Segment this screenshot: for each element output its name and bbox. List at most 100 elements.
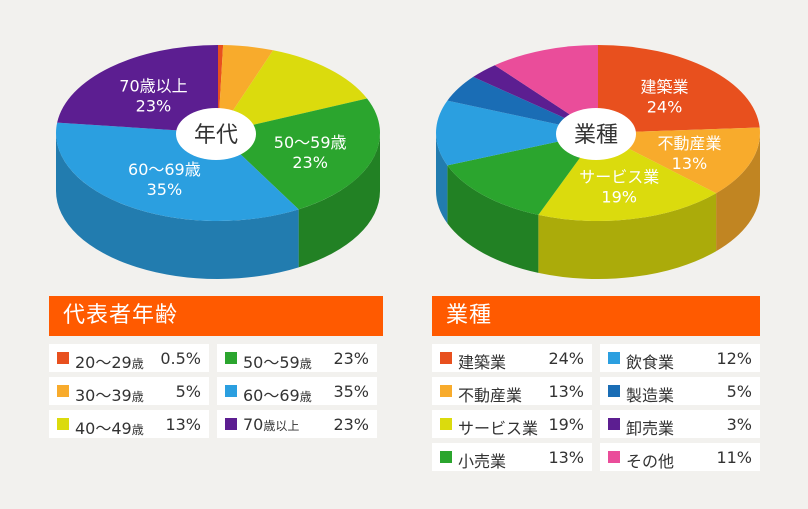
legend-label-suffix: 歳 xyxy=(299,357,312,371)
legend-item-1-5: 製造業 5% xyxy=(600,377,760,405)
legend-swatch xyxy=(57,352,69,364)
legend-label: 建築業 xyxy=(458,353,507,372)
legend-value: 12% xyxy=(716,349,752,368)
pie-sides xyxy=(56,133,380,280)
age-legend-title: 代表者年齢 xyxy=(49,296,383,336)
pie-pct-0-5: 23% xyxy=(136,97,172,116)
legend-value: 5% xyxy=(175,382,201,401)
pie-slice-0-5 xyxy=(57,45,218,133)
pie-side-1-2 xyxy=(538,193,717,279)
pie-label-1-2: サービス業 xyxy=(579,168,659,187)
legend-item-0-4: 60〜69歳 35% xyxy=(217,377,377,405)
age-legend: 20〜29歳 0.5% 50〜59歳 23% 30〜39歳 5% 60〜69歳 35% 40〜4… xyxy=(49,344,377,438)
legend-label: 70歳以上 xyxy=(243,415,300,434)
pie-pct-0-3: 23% xyxy=(292,153,328,172)
pie-center-label: 業種 xyxy=(574,123,618,148)
pie-slice-1-1 xyxy=(598,127,761,194)
pie-center-ellipse xyxy=(556,108,636,160)
legend-item-1-2: サービス業 19% xyxy=(432,410,592,438)
legend-value: 13% xyxy=(165,415,201,434)
pie-side-1-3 xyxy=(447,165,539,273)
legend-label: サービス業 xyxy=(458,419,539,438)
legend-swatch xyxy=(440,451,452,463)
legend-value: 13% xyxy=(548,382,584,401)
pie-slice-1-6 xyxy=(473,65,598,133)
legend-label-suffix: 歳以上 xyxy=(263,419,300,433)
legend-label-suffix: 歳 xyxy=(131,357,144,371)
legend-swatch xyxy=(608,451,620,463)
legend-label-suffix: 歳 xyxy=(299,390,312,404)
pie-slice-0-2 xyxy=(218,50,368,134)
legend-value: 35% xyxy=(333,382,369,401)
legend-label: 小売業 xyxy=(458,452,507,471)
legend-label: 30〜39歳 xyxy=(75,386,144,405)
pie-slice-0-4 xyxy=(56,122,299,222)
legend-swatch xyxy=(57,418,69,430)
legend-value: 0.5% xyxy=(160,349,201,368)
legend-label: 飲食業 xyxy=(626,353,675,372)
legend-swatch xyxy=(608,385,620,397)
legend-item-1-3: 小売業 13% xyxy=(432,443,592,471)
legend-value: 13% xyxy=(548,448,584,467)
legend-swatch xyxy=(225,385,237,397)
pie-side-1-1 xyxy=(716,133,760,252)
legend-swatch xyxy=(225,352,237,364)
pie-label-0-3: 50〜59歳 xyxy=(274,133,347,152)
pie-slice-1-7 xyxy=(494,45,598,133)
legend-item-1-6: 卸売業 3% xyxy=(600,410,760,438)
pie-slice-1-5 xyxy=(447,76,598,133)
pie-sides xyxy=(436,133,760,279)
pie-label-0-5: 70歳以上 xyxy=(119,77,187,96)
legend-item-0-2: 40〜49歳 13% xyxy=(49,410,209,438)
legend-item-0-5: 70歳以上 23% xyxy=(217,410,377,438)
legend-item-1-4: 飲食業 12% xyxy=(600,344,760,372)
legend-swatch xyxy=(440,418,452,430)
pie-side-1-4 xyxy=(436,133,448,224)
legend-swatch xyxy=(608,418,620,430)
pie-label-1-1: 不動産業 xyxy=(657,134,721,153)
legend-label: 卸売業 xyxy=(626,419,675,438)
legend-label: その他 xyxy=(626,452,675,471)
legend-value: 3% xyxy=(726,415,752,434)
pie-label-0-4: 60〜69歳 xyxy=(128,160,201,179)
legend-item-0-3: 50〜59歳 23% xyxy=(217,344,377,372)
legend-label-suffix: 歳 xyxy=(131,390,144,404)
pie-center-label: 年代 xyxy=(194,123,238,148)
legend-swatch xyxy=(440,385,452,397)
legend-item-0-0: 20〜29歳 0.5% xyxy=(49,344,209,372)
legend-label-suffix: 歳 xyxy=(131,423,144,437)
legend-item-0-1: 30〜39歳 5% xyxy=(49,377,209,405)
pie-slice-1-4 xyxy=(436,100,598,166)
legend-value: 23% xyxy=(333,349,369,368)
pie-center-ellipse xyxy=(176,108,256,160)
legend-swatch xyxy=(225,418,237,430)
legend-label: 40〜49歳 xyxy=(75,419,144,438)
industry-legend: 建築業 24% 飲食業 12% 不動産業 13% 製造業 5% サービス業 19% 卸売業 3% 小売業… xyxy=(432,344,760,471)
pie-pct-1-2: 19% xyxy=(601,188,637,207)
industry-legend-title: 業種 xyxy=(432,296,760,336)
pie-pct-0-4: 35% xyxy=(147,180,183,199)
legend-label: 20〜29歳 xyxy=(75,353,144,372)
pie-slice-1-3 xyxy=(447,133,598,215)
legend-value: 19% xyxy=(548,415,584,434)
legend-value: 11% xyxy=(716,448,752,467)
legend-item-1-7: その他 11% xyxy=(600,443,760,471)
legend-value: 23% xyxy=(333,415,369,434)
legend-swatch xyxy=(440,352,452,364)
pie-side-0-3 xyxy=(298,133,380,268)
pie-label-1-0: 建築業 xyxy=(641,78,689,97)
legend-value: 5% xyxy=(726,382,752,401)
legend-label: 50〜59歳 xyxy=(243,353,312,372)
legend-label: 60〜69歳 xyxy=(243,386,312,405)
legend-value: 24% xyxy=(548,349,584,368)
legend-label: 製造業 xyxy=(626,386,675,405)
legend-item-1-0: 建築業 24% xyxy=(432,344,592,372)
pie-side-0-4 xyxy=(56,133,299,280)
pie-pct-1-1: 13% xyxy=(672,154,708,173)
pie-pct-1-0: 24% xyxy=(647,98,683,117)
pie-slice-1-0 xyxy=(598,45,760,133)
pie-slice-0-3 xyxy=(218,98,381,210)
